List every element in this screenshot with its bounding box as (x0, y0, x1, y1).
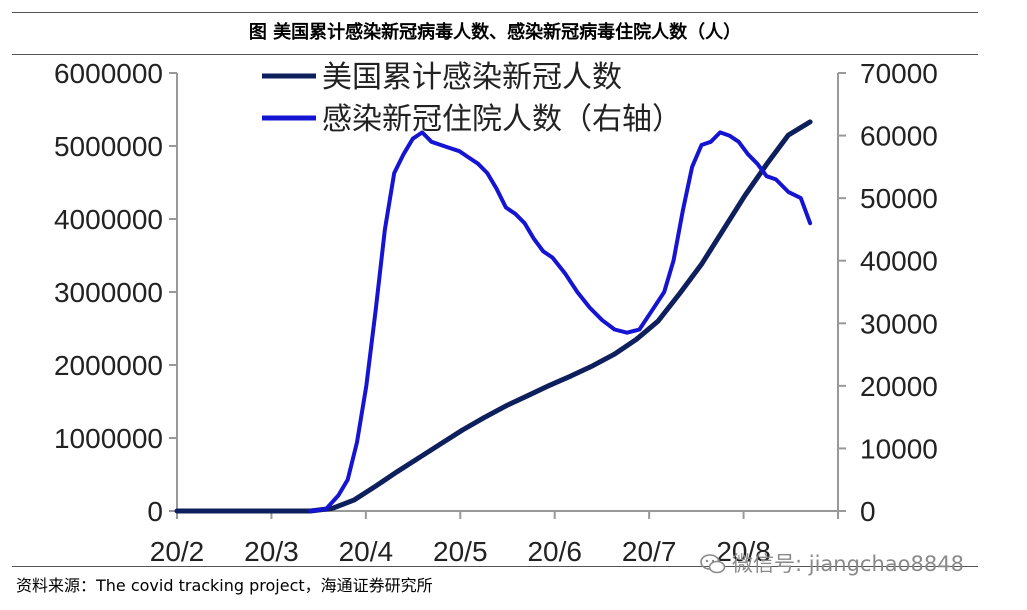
left-tick-label: 1000000 (54, 423, 163, 454)
left-tick-label: 5000000 (54, 131, 163, 162)
left-tick-label: 2000000 (54, 350, 163, 381)
axes (176, 73, 839, 512)
legend-label-hospitalized: 感染新冠住院人数（右轴） (322, 102, 682, 137)
left-tick-label: 6000000 (54, 58, 163, 89)
left-tick-label: 3000000 (54, 277, 163, 308)
series-layer (174, 119, 813, 514)
right-tick-label: 30000 (860, 308, 938, 339)
x-tick-label: 20/6 (527, 536, 582, 565)
legend-label-cumulative: 美国累计感染新冠人数 (322, 60, 622, 95)
x-tick-label: 20/7 (622, 536, 677, 565)
source-note: 资料来源：The covid tracking project，海通证券研究所 (16, 576, 433, 595)
left-tick-label: 0 (147, 496, 163, 527)
right-y-axis: 0 10000 20000 30000 40000 50000 60000 70000 (838, 58, 938, 527)
x-tick-label: 20/2 (150, 536, 205, 565)
legend: 美国累计感染新冠人数 感染新冠住院人数（右轴） (262, 60, 682, 137)
chart-title: 图 美国累计感染新冠病毒人数、感染新冠病毒住院人数（人） (248, 22, 742, 43)
x-axis: 20/2 20/3 20/4 20/5 20/6 20/7 20/8 (150, 511, 839, 565)
x-tick-label: 20/8 (716, 536, 771, 565)
right-tick-label: 40000 (860, 246, 938, 277)
right-tick-label: 70000 (860, 58, 938, 89)
x-tick-label: 20/3 (244, 536, 299, 565)
watermark-text: 微信号: jiangchao8848 (732, 552, 964, 576)
right-tick-label: 60000 (860, 121, 938, 152)
x-tick-label: 20/5 (433, 536, 488, 565)
right-tick-label: 20000 (860, 371, 938, 402)
wechat-icon (700, 554, 726, 574)
right-tick-label: 50000 (860, 183, 938, 214)
line-chart: 0 1000000 2000000 3000000 4000000 5000000 6000… (54, 58, 938, 565)
title-bottom-rule (12, 54, 978, 55)
series-line-hospitalized (308, 130, 813, 513)
left-y-axis: 0 1000000 2000000 3000000 4000000 5000000 6000… (54, 58, 177, 527)
left-tick-label: 4000000 (54, 204, 163, 235)
x-tick-label: 20/4 (339, 536, 394, 565)
footer-rule (12, 566, 978, 567)
right-tick-label: 10000 (860, 433, 938, 464)
right-tick-label: 0 (860, 496, 876, 527)
series-line-cumulative (174, 119, 813, 514)
watermark: 微信号: jiangchao8848 (700, 548, 964, 578)
title-top-rule (12, 12, 978, 13)
